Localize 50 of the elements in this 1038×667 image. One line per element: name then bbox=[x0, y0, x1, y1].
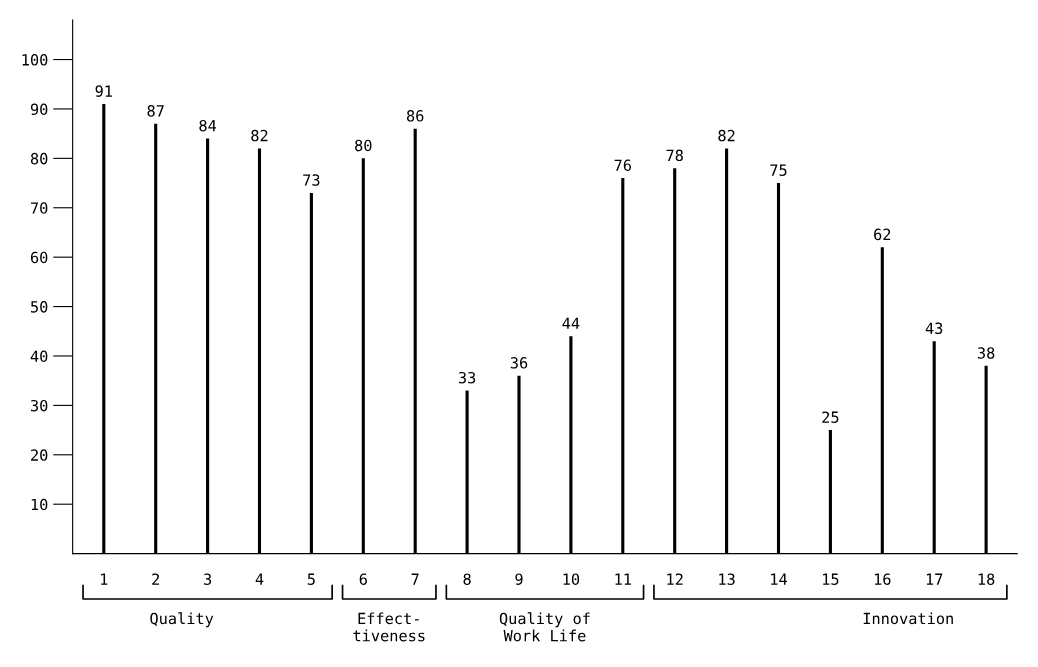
data-label: 84 bbox=[199, 119, 217, 132]
data-label: 25 bbox=[822, 411, 839, 423]
x-tick-label: 14 bbox=[771, 573, 787, 585]
data-label: 76 bbox=[614, 159, 632, 171]
y-tick-label: 30 bbox=[30, 399, 48, 412]
x-tick-label: 15 bbox=[823, 573, 839, 585]
x-tick-label: 2 bbox=[152, 573, 159, 585]
data-label: 33 bbox=[458, 371, 476, 384]
y-tick-label: 90 bbox=[30, 103, 48, 116]
x-tick-label: 8 bbox=[463, 573, 471, 585]
text: Quality of Work Life bbox=[499, 612, 590, 642]
x-tick-label: 13 bbox=[719, 573, 735, 585]
y-tick-label: 40 bbox=[30, 350, 48, 363]
data-label: 44 bbox=[562, 317, 580, 329]
y-tick-label: 80 bbox=[30, 152, 48, 165]
x-tick-label: 18 bbox=[978, 573, 995, 585]
text: Quality bbox=[150, 612, 214, 628]
data-label: 73 bbox=[303, 174, 320, 186]
y-tick-label: 10 bbox=[31, 498, 48, 511]
x-tick-label: 10 bbox=[563, 573, 580, 585]
data-label: 38 bbox=[977, 347, 995, 359]
data-label: 82 bbox=[251, 129, 268, 142]
data-label: 62 bbox=[874, 228, 891, 241]
data-label: 86 bbox=[406, 110, 424, 122]
x-tick-label: 9 bbox=[515, 573, 523, 585]
x-tick-label: 5 bbox=[307, 573, 315, 585]
x-tick-label: 16 bbox=[874, 573, 891, 585]
y-tick-label: 60 bbox=[30, 251, 48, 264]
data-label: 91 bbox=[95, 85, 112, 97]
text: Effect- tiveness bbox=[353, 612, 425, 642]
data-label: 36 bbox=[510, 357, 528, 369]
y-tick-label: 50 bbox=[31, 301, 48, 313]
x-tick-label: 4 bbox=[255, 573, 264, 585]
data-label: 80 bbox=[355, 139, 372, 152]
x-tick-label: 11 bbox=[615, 573, 631, 585]
x-tick-label: 17 bbox=[926, 573, 943, 585]
y-tick-label: 70 bbox=[31, 202, 48, 214]
text: Innovation bbox=[863, 612, 953, 625]
data-label: 43 bbox=[925, 322, 943, 335]
data-label: 78 bbox=[666, 149, 683, 162]
x-tick-label: 12 bbox=[667, 573, 683, 585]
data-label: 75 bbox=[770, 164, 787, 176]
y-tick-label: 100 bbox=[22, 54, 48, 66]
x-tick-label: 3 bbox=[204, 573, 212, 585]
x-tick-label: 1 bbox=[101, 573, 108, 585]
data-label: 87 bbox=[147, 105, 164, 117]
x-tick-label: 7 bbox=[411, 573, 419, 585]
x-tick-label: 6 bbox=[359, 573, 367, 585]
data-label: 82 bbox=[718, 129, 735, 142]
y-tick-label: 20 bbox=[31, 449, 48, 461]
